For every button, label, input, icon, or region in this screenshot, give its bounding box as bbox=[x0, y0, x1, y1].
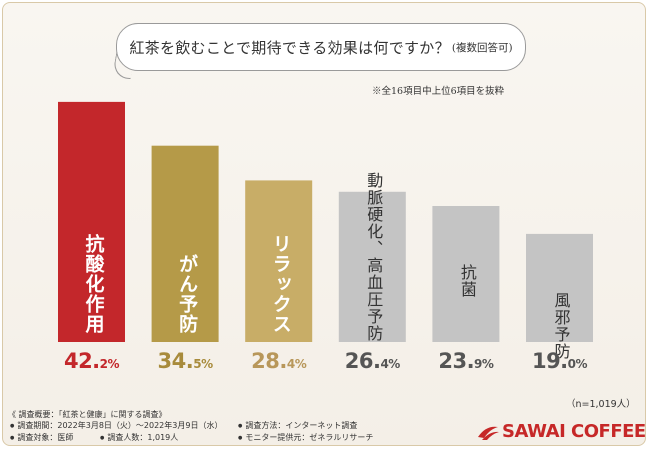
question-suffix: (複数回答可) bbox=[451, 41, 513, 54]
question-bubble: 紅茶を飲むことで期待できる効果は何ですか？ (複数回答可) bbox=[116, 23, 526, 71]
value-label-2: 34.5% bbox=[157, 349, 214, 373]
bar-6 bbox=[526, 233, 593, 342]
value-label-5: 23.9% bbox=[438, 349, 494, 373]
survey-period: 調査期間：2022年3月8日（火）～2022年3月9日（水） bbox=[10, 420, 222, 431]
bar-label-5: 抗菌 bbox=[457, 264, 477, 298]
value-label-4: 26.4% bbox=[344, 349, 401, 373]
bar-label-3: リラックス bbox=[269, 234, 292, 334]
logo-text: SAWAI COFFEE bbox=[502, 421, 646, 442]
value-label-3: 28.4% bbox=[251, 349, 307, 373]
survey-count: 調査人数：1,019人 bbox=[100, 432, 178, 443]
bar-label-4: 動脈硬化、高血圧予防 bbox=[364, 172, 384, 342]
bar-label-6: 風邪予防 bbox=[551, 291, 571, 360]
survey-provider: モニター提供元：ゼネラルリサーチ bbox=[238, 432, 373, 443]
survey-method: 調査方法：インターネット調査 bbox=[238, 420, 357, 431]
bar-3 bbox=[245, 180, 313, 342]
chart-note: ※全16項目中上位6項目を抜粋 bbox=[372, 86, 505, 97]
bar-label-2: がん予防 bbox=[176, 254, 199, 334]
value-label-1: 42.2% bbox=[63, 349, 120, 373]
survey-title: 《 調査概要：「紅茶と健康」に関する調査》 bbox=[8, 410, 167, 419]
bar-2 bbox=[151, 145, 219, 342]
bar-label-1: 抗酸化作用 bbox=[82, 234, 105, 334]
bar-5 bbox=[432, 206, 500, 342]
logo-mark-icon bbox=[478, 426, 499, 440]
sample-size: （n=1,019人） bbox=[566, 399, 636, 410]
sawai-coffee-logo: SAWAI COFFEE bbox=[476, 421, 646, 442]
value-label-6: 19.0% bbox=[531, 349, 588, 373]
bar-1 bbox=[58, 101, 125, 343]
bar-4 bbox=[338, 191, 406, 342]
survey-target: 調査対象：医師 bbox=[10, 432, 73, 443]
question-text: 紅茶を飲むことで期待できる効果は何ですか？ bbox=[129, 38, 450, 57]
